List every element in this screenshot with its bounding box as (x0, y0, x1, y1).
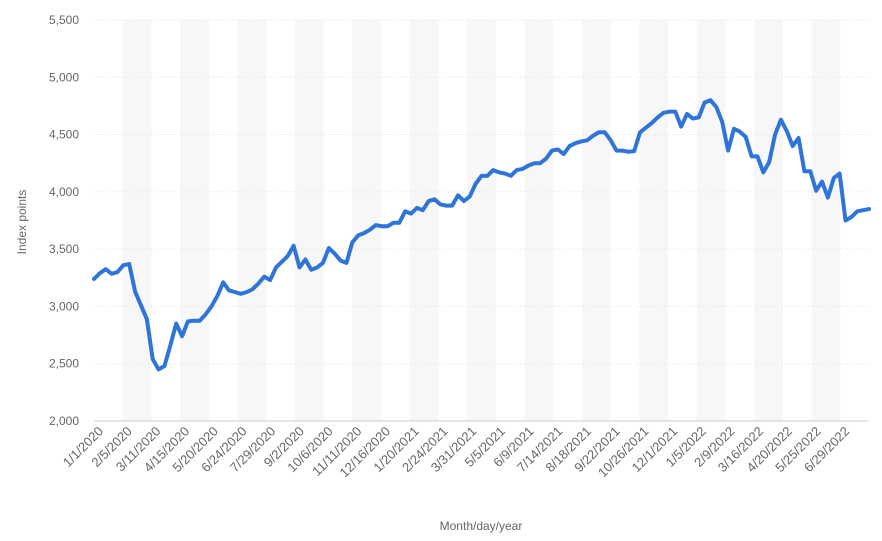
background-band (639, 20, 669, 421)
background-band (754, 20, 783, 421)
background-band (696, 20, 726, 421)
background-band (122, 20, 152, 421)
y-tick-label: 5,500 (49, 13, 79, 27)
background-band (811, 20, 841, 421)
y-tick-label: 4,500 (49, 128, 79, 142)
background-band (237, 20, 267, 421)
y-tick-label: 3,500 (49, 242, 79, 256)
y-tick-label: 3,000 (49, 299, 79, 313)
y-tick-label: 4,000 (49, 185, 79, 199)
alternating-bands (122, 20, 841, 421)
background-band (581, 20, 611, 421)
x-axis-ticks: 1/1/20202/5/20203/11/20204/15/20205/20/2… (60, 424, 853, 481)
background-band (352, 20, 382, 421)
y-tick-label: 5,000 (49, 70, 79, 84)
x-axis-title: Month/day/year (440, 519, 523, 533)
background-band (467, 20, 496, 421)
series-line (92, 98, 871, 372)
series-group (92, 98, 871, 372)
background-band (180, 20, 209, 421)
background-band (524, 20, 554, 421)
y-tick-label: 2,500 (49, 357, 79, 371)
y-tick-label: 2,000 (49, 414, 79, 428)
y-axis-ticks: 2,000 2,500 3,000 3,500 4,000 4,500 5,000 5,500 (49, 13, 79, 428)
background-band (294, 20, 324, 421)
background-band (409, 20, 439, 421)
gridlines (94, 19, 869, 422)
y-axis-title: Index points (15, 190, 29, 255)
